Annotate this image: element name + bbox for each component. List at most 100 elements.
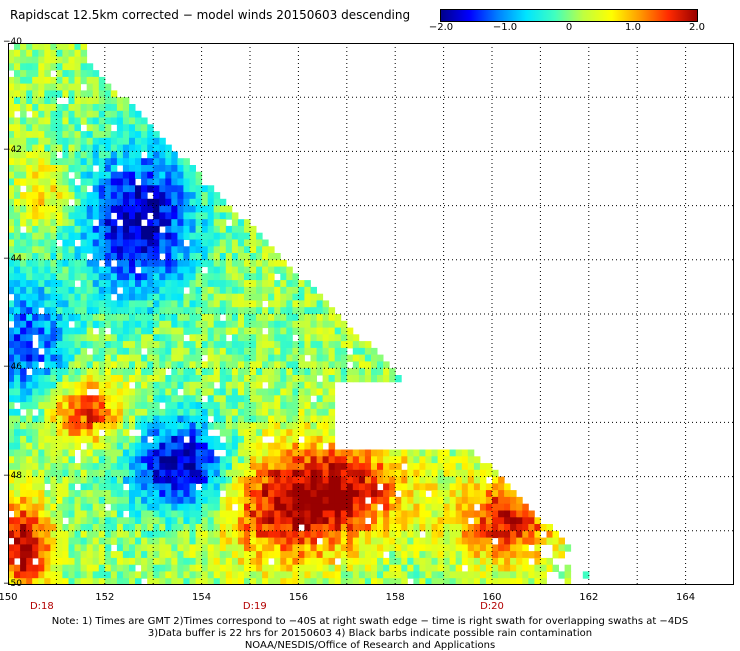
wind-cell (292, 327, 299, 335)
wind-cell (250, 435, 257, 444)
wind-cell (346, 496, 354, 505)
wind-cell (298, 334, 305, 342)
wind-cell (147, 165, 154, 173)
wind-cell (50, 83, 57, 91)
wind-cell (26, 158, 33, 166)
wind-cell (110, 524, 118, 532)
wind-cell (219, 307, 227, 315)
wind-cell (322, 429, 330, 437)
wind-cell (528, 530, 535, 539)
wind-cell (50, 131, 57, 139)
wind-cell (286, 334, 293, 342)
wind-cell (86, 97, 94, 105)
wind-cell (86, 334, 94, 342)
wind-cell (292, 483, 299, 491)
wind-cell (171, 334, 178, 342)
wind-cell (207, 273, 215, 281)
wind-cell (153, 571, 160, 579)
wind-cell (104, 402, 112, 410)
wind-cell (8, 76, 15, 85)
wind-cell (310, 557, 317, 566)
wind-cell (14, 517, 21, 525)
wind-cell (207, 388, 215, 396)
wind-cell (92, 368, 100, 376)
wind-cell (377, 476, 384, 484)
wind-cell (183, 415, 190, 423)
wind-cell (522, 510, 529, 518)
wind-cell (352, 496, 360, 505)
wind-cell (280, 361, 287, 369)
wind-cell (104, 307, 112, 315)
wind-cell (473, 456, 481, 464)
wind-cell (455, 530, 463, 539)
wind-cell (455, 449, 463, 457)
wind-cell (159, 571, 166, 579)
wind-cell (467, 564, 475, 572)
wind-cell (346, 327, 354, 335)
wind-cell (80, 381, 88, 390)
wind-cell (74, 43, 81, 51)
wind-cell (219, 483, 227, 491)
wind-cell (467, 476, 475, 484)
wind-cell (437, 517, 445, 525)
wind-cell (98, 449, 106, 457)
wind-cell (159, 456, 166, 464)
wind-cell (328, 327, 336, 335)
wind-cell (62, 571, 69, 579)
wind-cell (141, 544, 148, 552)
wind-cell (183, 341, 190, 349)
wind-cell (62, 70, 69, 78)
wind-cell (231, 537, 239, 545)
wind-cell (159, 198, 166, 207)
wind-cell (516, 564, 523, 572)
wind-cell (116, 422, 124, 430)
wind-cell (68, 259, 75, 268)
wind-cell (195, 192, 203, 200)
wind-cell (116, 496, 124, 505)
wind-cell (14, 530, 21, 539)
wind-cell (20, 144, 27, 152)
wind-cell (50, 578, 57, 585)
wind-cell (32, 564, 39, 572)
wind-cell (419, 517, 426, 525)
wind-cell (44, 402, 51, 410)
wind-cell (498, 530, 505, 539)
wind-cell (20, 571, 27, 579)
wind-cell (171, 300, 178, 308)
wind-cell (26, 496, 33, 505)
wind-cell (74, 171, 81, 179)
wind-cell (340, 564, 348, 572)
wind-cell (38, 551, 45, 559)
wind-cell (498, 557, 505, 566)
wind-cell (346, 564, 354, 572)
wind-cell (322, 578, 330, 585)
wind-cell (38, 124, 45, 132)
wind-cell (292, 510, 299, 518)
wind-cell (8, 578, 15, 585)
wind-cell (286, 544, 293, 552)
wind-cell (177, 368, 184, 376)
wind-cell (371, 456, 378, 464)
wind-cell (358, 490, 366, 498)
wind-cell (147, 449, 154, 457)
wind-cell (225, 490, 233, 498)
wind-cell (129, 571, 136, 579)
wind-cell (14, 192, 21, 200)
wind-cell (183, 219, 190, 227)
wind-cell (316, 314, 324, 322)
wind-cell (413, 510, 420, 518)
wind-cell (292, 469, 299, 478)
wind-cell (62, 56, 69, 64)
wind-cell (98, 510, 106, 518)
wind-cell (207, 537, 215, 545)
wind-cell (122, 449, 130, 457)
wind-cell (177, 293, 184, 301)
wind-cell (485, 496, 493, 505)
wind-cell (201, 334, 209, 342)
wind-cell (129, 273, 136, 281)
wind-cell (467, 469, 475, 478)
wind-cell (56, 144, 63, 152)
wind-cell (189, 165, 196, 173)
wind-cell (407, 564, 414, 572)
wind-cell (244, 232, 251, 240)
